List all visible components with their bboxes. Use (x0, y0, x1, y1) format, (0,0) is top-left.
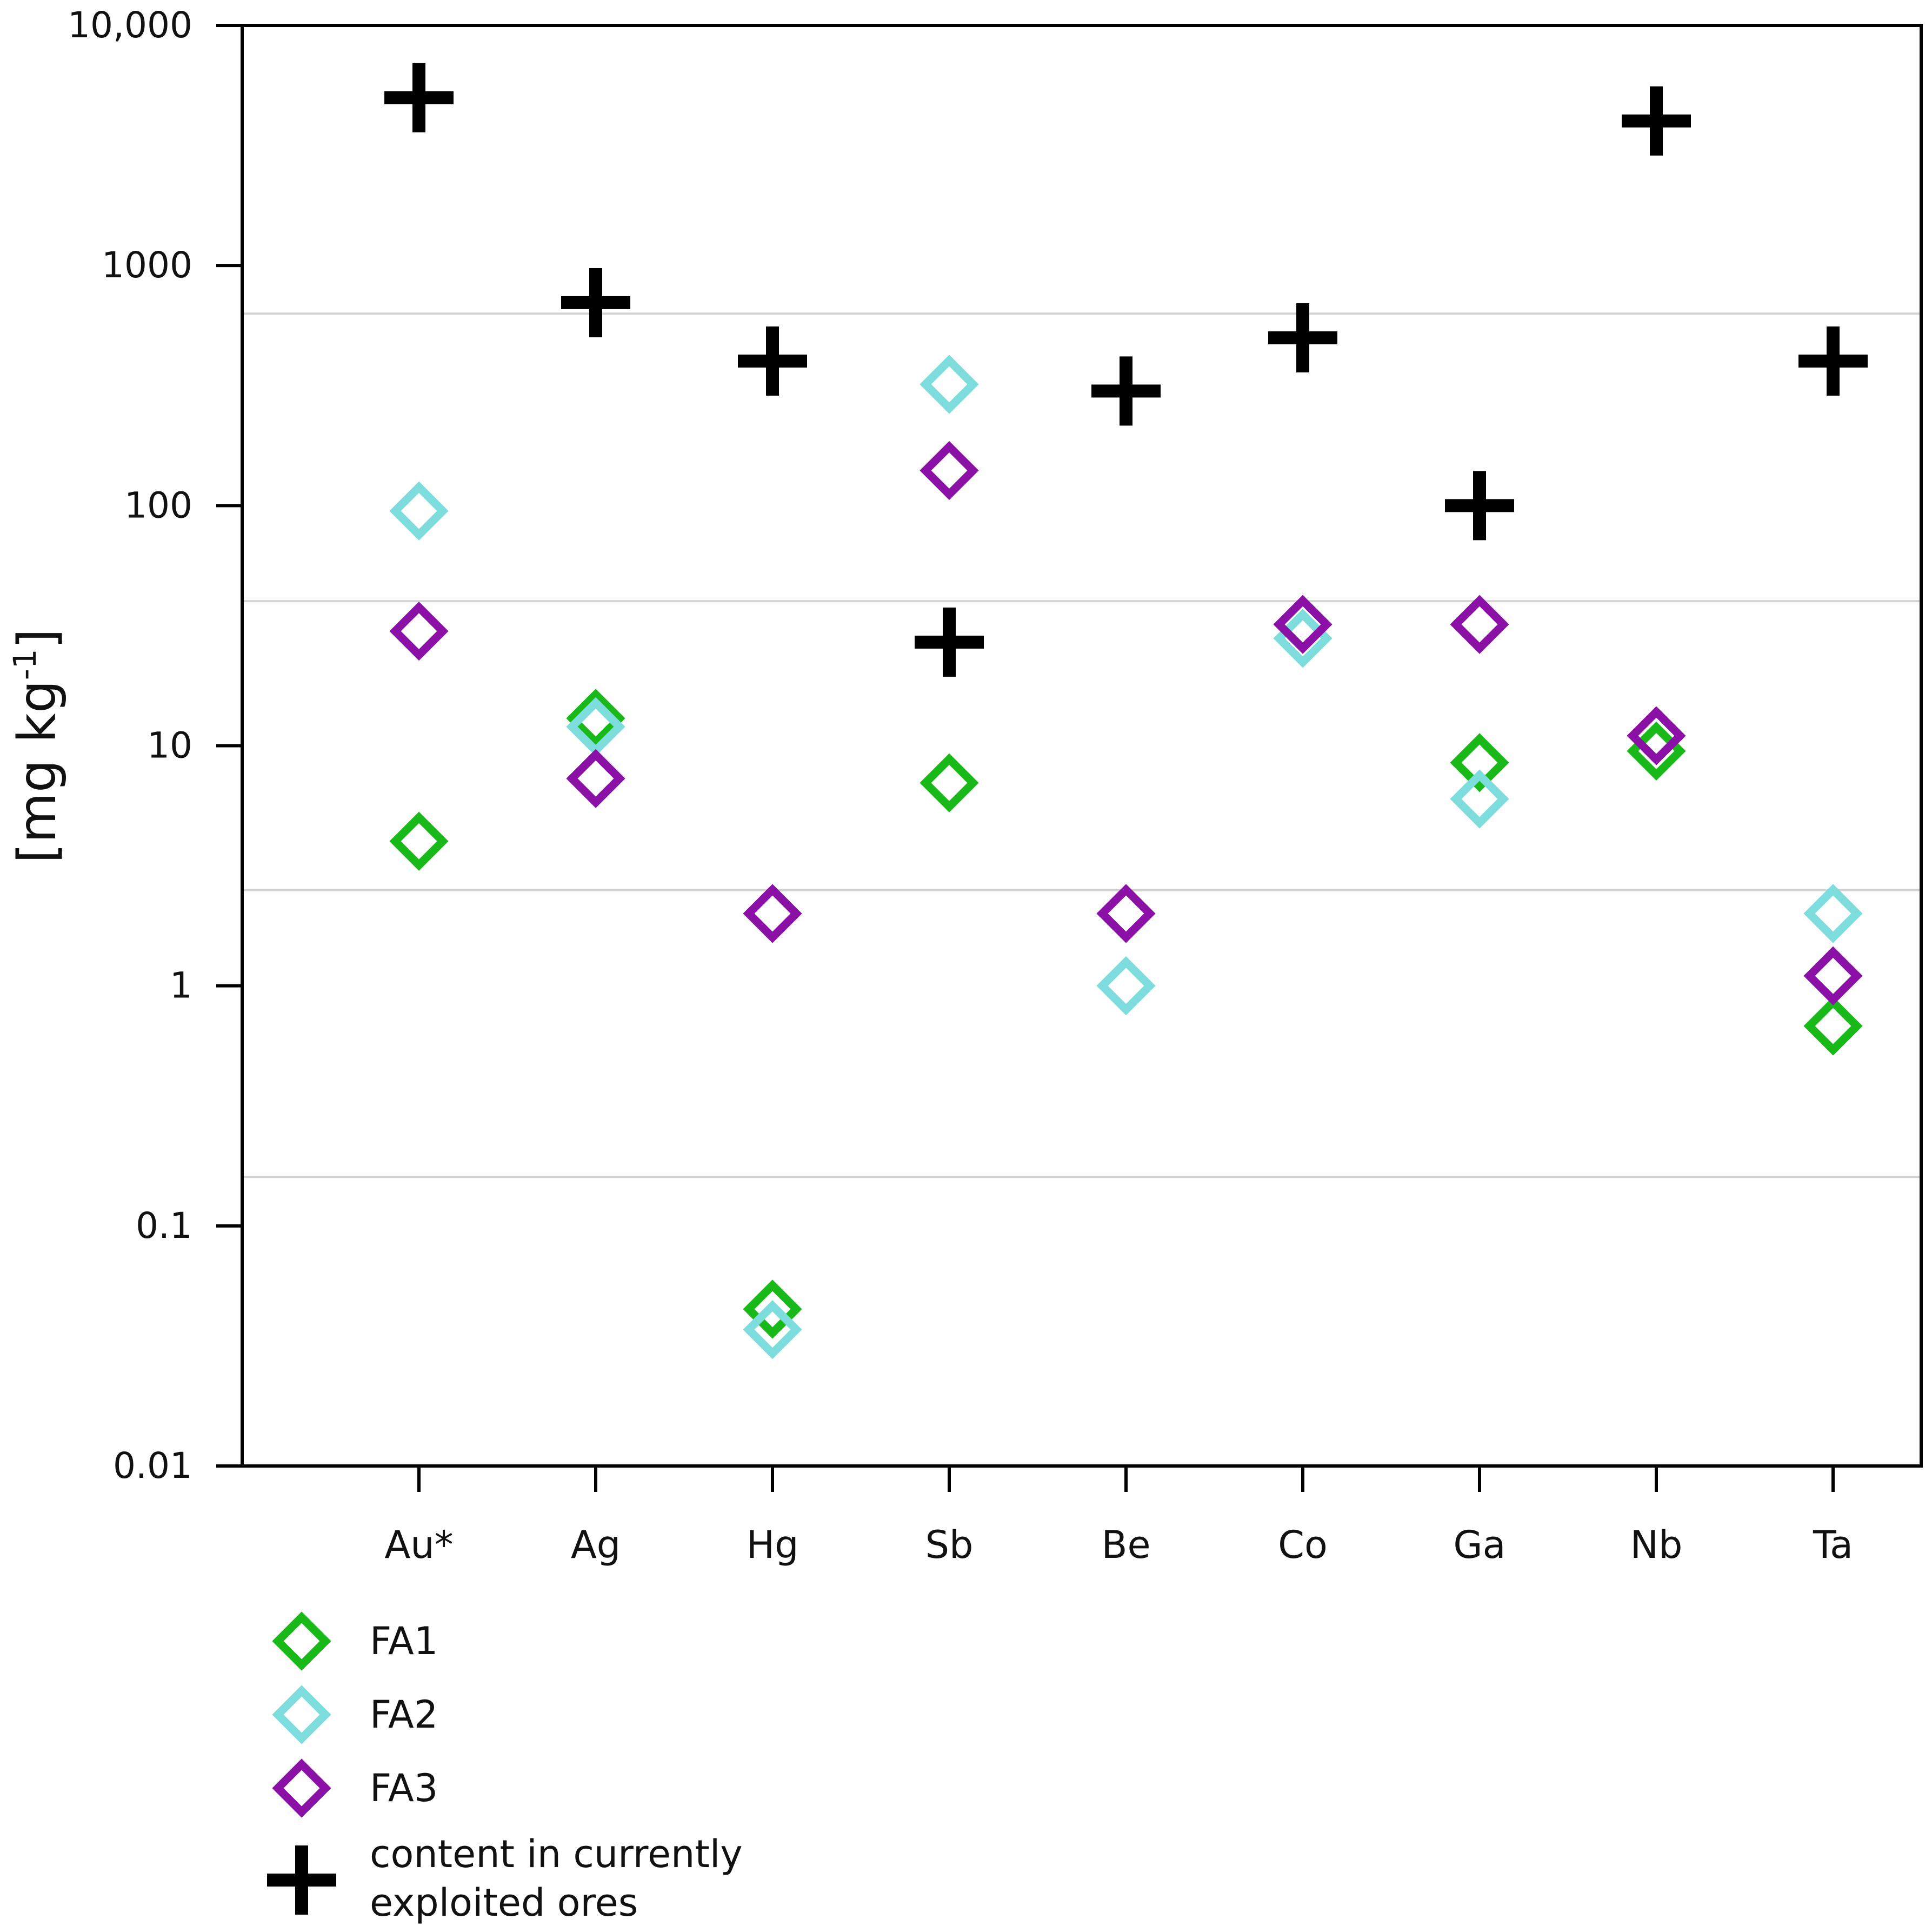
point-content-in-currently-exploited-ores-Ta (1798, 326, 1868, 396)
point-content-in-currently-exploited-ores-Ga-vbar (1473, 471, 1486, 541)
y-tick-label-3: 10 (147, 725, 192, 767)
data-marks (384, 63, 1868, 1359)
point-fa2-Ta (1803, 884, 1863, 943)
point-content-in-currently-exploited-ores-Be (1091, 356, 1161, 426)
point-content-in-currently-exploited-ores-Nb (1622, 86, 1691, 156)
y-tick-label-1: 1000 (102, 244, 192, 286)
point-fa3-Hg (743, 884, 802, 943)
legend-entry-2-marker (272, 1685, 331, 1744)
legend-entry-1-marker (272, 1611, 331, 1671)
legend-entry-3-marker (272, 1758, 331, 1818)
y-tick-label-4: 1 (170, 965, 192, 1007)
x-category-label-5: Co (1278, 1523, 1328, 1567)
point-content-in-currently-exploited-ores-sb-lower-mark--Sb (915, 607, 984, 677)
legend-entry-4-label: content in currently (370, 1832, 743, 1876)
x-category-label-3: Sb (925, 1523, 974, 1567)
point-fa2-Ga (1450, 769, 1509, 829)
legend-entry-4-label-line2: exploited ores (370, 1881, 638, 1925)
point-fa3-Nb (1627, 706, 1686, 765)
y-tick-label-2: 100 (124, 484, 192, 526)
point-fa3-Au (389, 601, 449, 661)
gridlines (242, 312, 1921, 1178)
y-axis-title-close: ] (7, 629, 68, 649)
y-axis-title: [mg kg-1] (6, 629, 68, 863)
point-content-in-currently-exploited-ores-Hg (738, 326, 807, 396)
point-fa1-Ga (1450, 733, 1509, 792)
y-tick-label-6: 0.01 (113, 1445, 192, 1487)
point-fa1-Hg (743, 1279, 802, 1339)
x-category-label-7: Nb (1630, 1523, 1683, 1567)
point-content-in-currently-exploited-ores-Ag-vbar (589, 268, 602, 337)
point-content-in-currently-exploited-ores-Hg-vbar (766, 326, 779, 396)
legend-entry-2-label: FA2 (370, 1692, 438, 1737)
point-fa1-Nb (1627, 721, 1686, 781)
point-fa3-Be (1096, 884, 1156, 943)
point-fa1-Sb (920, 753, 979, 812)
point-content-in-currently-exploited-ores-Au-vbar (412, 63, 425, 132)
point-fa2-Hg (743, 1300, 802, 1359)
x-category-label-1: Ag (571, 1523, 621, 1567)
point-fa1-Ta (1803, 996, 1863, 1056)
y-axis-title-superscript: -1 (6, 649, 43, 680)
point-content-in-currently-exploited-ores-Be-vbar (1120, 356, 1132, 426)
x-category-label-2: Hg (746, 1523, 798, 1567)
legend: FA1 FA2 FA3 content in currently exploited o… (267, 1611, 743, 1925)
legend-entry-3-label: FA3 (370, 1766, 438, 1810)
legend-entry-4-marker-vbar (295, 1845, 308, 1915)
point-content-in-currently-exploited-ores-Ta-vbar (1827, 326, 1840, 396)
point-fa3-Co (1273, 595, 1333, 654)
x-category-label-4: Be (1101, 1523, 1150, 1567)
x-category-label-6: Ga (1453, 1523, 1505, 1567)
point-content-in-currently-exploited-ores-sb-lower-mark--Sb-vbar (943, 607, 956, 677)
y-axis-title-main: [mg kg (7, 680, 68, 863)
x-category-label-0: Au* (384, 1523, 453, 1567)
point-fa2-Au (389, 481, 449, 541)
y-tick-label-0: 10,000 (68, 4, 192, 46)
x-axis: Au* Ag Hg Sb Be Co Ga Nb Ta (384, 1466, 1853, 1567)
point-content-in-currently-exploited-ores-Nb-vbar (1650, 86, 1663, 156)
point-fa3-Sb (920, 441, 979, 501)
point-fa1-Au (389, 811, 449, 871)
point-fa3-Ag (566, 749, 625, 808)
point-content-in-currently-exploited-ores-Co-vbar (1296, 303, 1309, 372)
legend-entry-1-label: FA1 (370, 1619, 438, 1663)
point-content-in-currently-exploited-ores-Co (1268, 303, 1337, 372)
point-content-in-currently-exploited-ores-Au (384, 63, 454, 132)
point-content-in-currently-exploited-ores-Ga (1445, 471, 1514, 541)
point-fa1-Ag (566, 689, 625, 748)
y-tick-label-5: 0.1 (136, 1205, 192, 1247)
point-fa2-Be (1096, 956, 1156, 1016)
point-fa3-Ga (1450, 595, 1509, 654)
point-fa3-Ta (1803, 946, 1863, 1005)
point-fa2-Sb (920, 355, 979, 414)
point-content-in-currently-exploited-ores-Ag (561, 268, 630, 337)
legend-entry-4-marker (267, 1845, 336, 1915)
y-axis: 10,000 1000 100 10 1 0.1 0.01 (68, 4, 242, 1487)
x-category-label-8: Ta (1813, 1523, 1853, 1567)
